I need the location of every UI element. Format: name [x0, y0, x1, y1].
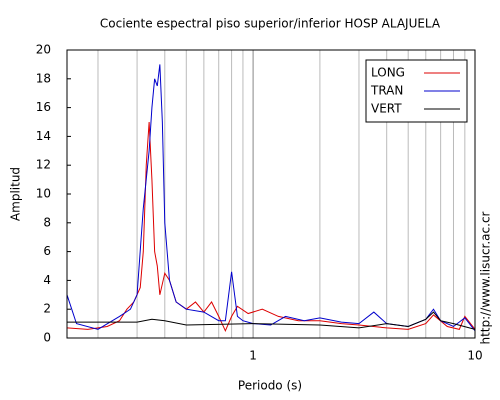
y-tick-label: 12 — [36, 158, 51, 172]
x-tick-label: 1 — [249, 349, 257, 363]
data-line — [67, 311, 476, 330]
plot-frame — [66, 49, 476, 339]
x-tick-label: 10 — [467, 349, 482, 363]
legend-label: TRAN — [370, 84, 403, 98]
y-tick-label: 2 — [43, 302, 51, 316]
chart-title: Cociente espectral piso superior/inferio… — [100, 17, 441, 31]
side-text: http://www.lisucr.ac.cr — [479, 211, 493, 344]
y-tick-label: 4 — [43, 273, 51, 287]
legend-label: LONG — [371, 66, 405, 80]
y-tick-label: 10 — [36, 187, 51, 201]
y-axis-label: Amplitud — [9, 167, 23, 221]
x-axis-label: Periodo (s) — [238, 379, 302, 393]
legend-label: VERT — [371, 102, 402, 116]
y-tick-label: 0 — [43, 331, 51, 345]
y-tick-label: 18 — [36, 71, 51, 85]
y-tick-label: 6 — [43, 244, 51, 258]
y-tick-label: 8 — [43, 215, 51, 229]
y-tick-label: 16 — [36, 100, 51, 114]
y-tick-label: 14 — [36, 129, 51, 143]
data-line — [66, 121, 476, 333]
y-tick-label: 20 — [36, 43, 51, 57]
